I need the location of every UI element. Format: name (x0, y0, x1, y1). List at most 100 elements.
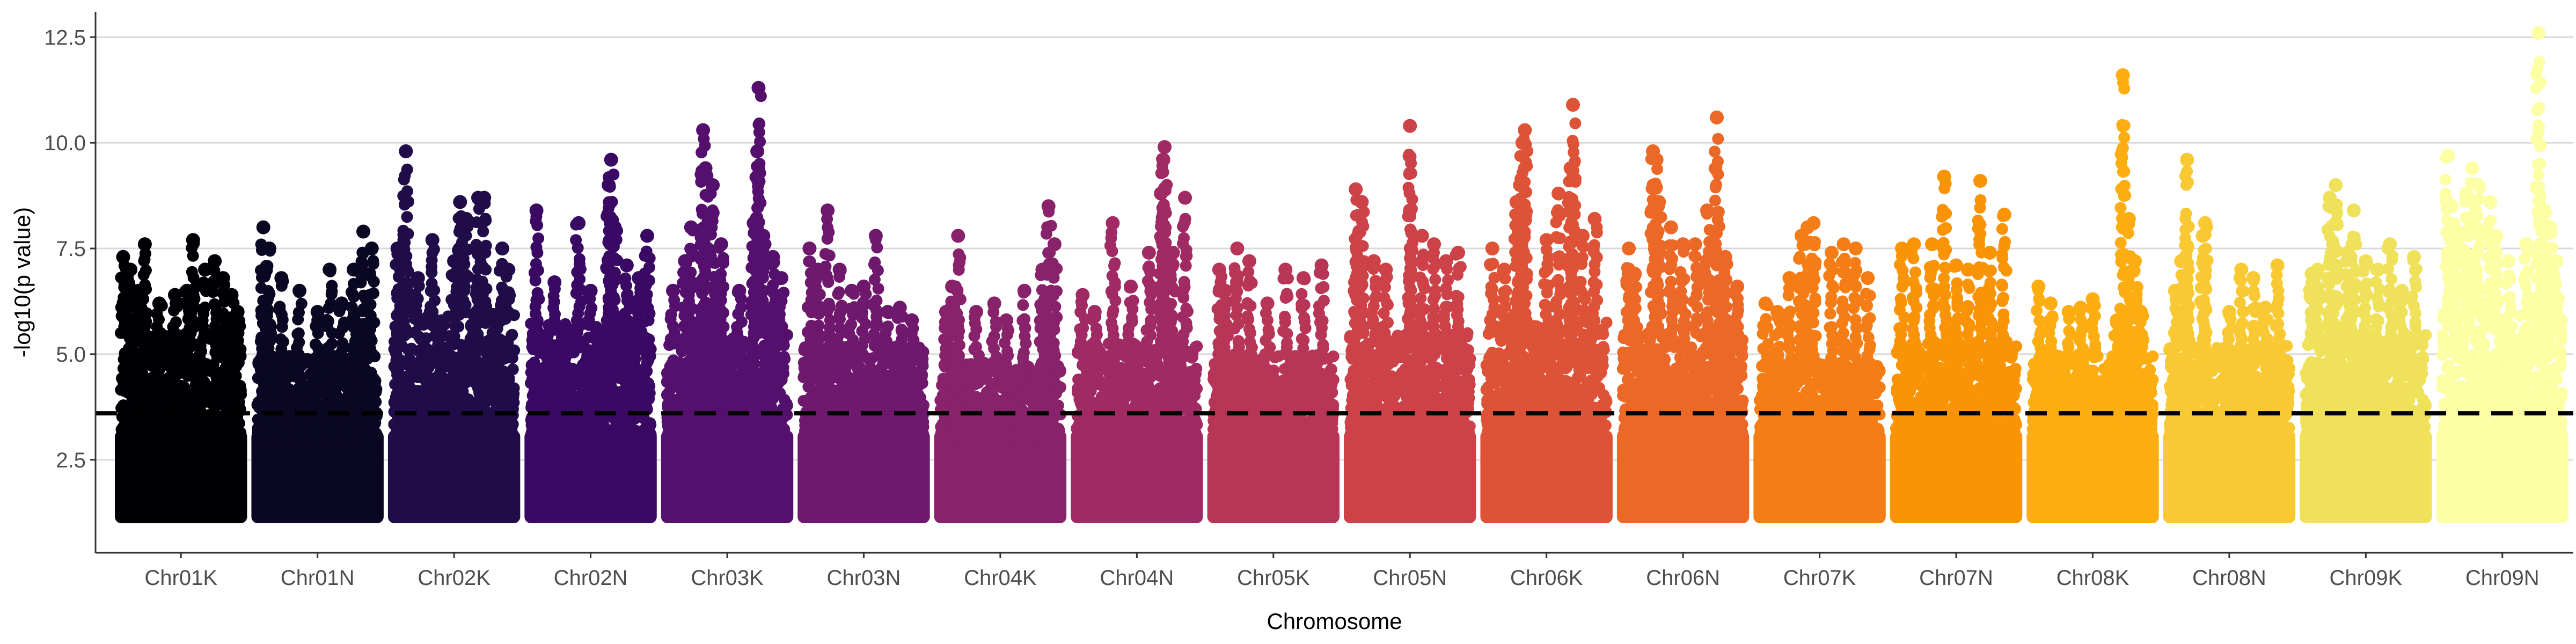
data-point (367, 255, 379, 267)
data-point (476, 275, 488, 288)
data-point (477, 390, 489, 402)
peak-point (706, 178, 720, 192)
data-point (136, 360, 148, 372)
data-point (455, 339, 467, 351)
data-point (639, 250, 651, 262)
data-point (507, 363, 519, 376)
data-point (460, 268, 472, 281)
data-point (187, 289, 200, 301)
data-point (316, 422, 328, 434)
data-point (715, 268, 727, 280)
data-point (201, 358, 213, 370)
data-point (667, 354, 679, 367)
data-point (556, 426, 568, 438)
data-point (138, 255, 150, 267)
peak-point (292, 283, 306, 298)
data-point (435, 369, 447, 381)
data-point (571, 266, 583, 279)
data-point (323, 315, 334, 327)
peak-point (766, 250, 780, 264)
data-point (755, 197, 767, 209)
peak-point (356, 224, 370, 239)
data-point (154, 347, 166, 359)
data-point (222, 427, 234, 439)
data-point (262, 420, 275, 432)
data-point (295, 297, 308, 310)
data-point (642, 387, 654, 399)
data-point (572, 428, 584, 440)
data-point (179, 384, 191, 396)
data-point (690, 375, 702, 387)
data-point (370, 396, 382, 408)
data-point (531, 340, 543, 353)
data-point (479, 213, 492, 225)
data-point (199, 301, 211, 313)
data-point (564, 391, 576, 403)
data-point (711, 397, 723, 409)
data-point (734, 380, 746, 393)
data-point (470, 354, 482, 367)
data-point (326, 366, 338, 378)
data-point (194, 401, 206, 413)
data-point (705, 229, 717, 241)
data-point (364, 309, 377, 321)
data-point (305, 425, 317, 437)
data-point (391, 364, 403, 377)
data-point (426, 277, 438, 290)
data-point (608, 266, 620, 279)
data-point (581, 350, 594, 362)
data-point (121, 365, 133, 377)
peak-point (619, 258, 634, 273)
data-point (231, 413, 243, 426)
peak-point (572, 216, 586, 230)
data-point (683, 272, 696, 284)
data-point (459, 392, 471, 404)
peak-point (547, 275, 562, 289)
data-point (489, 346, 501, 358)
data-point (692, 352, 705, 364)
data-point (628, 429, 640, 442)
data-point (261, 260, 274, 272)
data-point (595, 385, 607, 398)
data-point (401, 185, 413, 197)
data-point (147, 386, 159, 399)
data-point (532, 232, 545, 245)
data-point (626, 414, 638, 427)
data-point (753, 216, 765, 229)
data-point (275, 333, 287, 345)
data-point (437, 429, 449, 442)
peak-point (262, 241, 276, 255)
data-point (274, 304, 286, 317)
data-point (404, 372, 416, 385)
data-point (178, 297, 191, 309)
data-point (661, 376, 673, 388)
data-point (262, 292, 274, 304)
data-point (565, 328, 577, 340)
data-point (481, 428, 493, 441)
data-point (364, 270, 377, 282)
data-point (400, 250, 413, 262)
data-point (138, 423, 150, 435)
data-point (235, 433, 247, 445)
data-point (367, 287, 379, 299)
peak-point (425, 233, 440, 247)
data-point (692, 431, 704, 444)
data-point (531, 287, 544, 299)
data-point (608, 291, 620, 304)
data-point (603, 171, 615, 183)
data-point (532, 264, 544, 276)
peak-point (123, 262, 137, 277)
data-point (170, 316, 182, 328)
data-point (354, 385, 366, 397)
peak-point (640, 229, 654, 243)
data-point (531, 377, 544, 390)
data-point (729, 356, 741, 368)
data-point (233, 348, 246, 361)
peak-point (698, 161, 713, 175)
data-point (779, 430, 792, 442)
peak-point (756, 229, 771, 243)
data-point (139, 307, 151, 319)
data-point (188, 301, 201, 313)
peak-point (696, 123, 711, 137)
data-point (662, 428, 674, 441)
